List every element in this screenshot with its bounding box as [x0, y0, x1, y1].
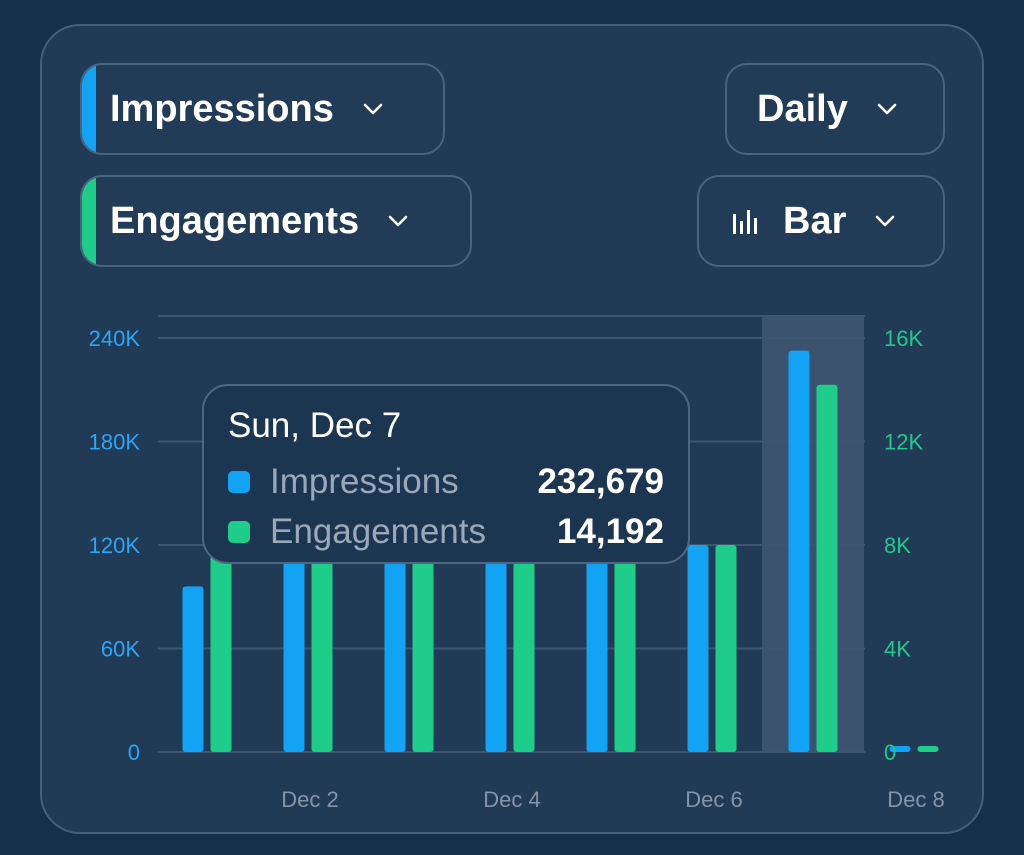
- chart-type-label: Bar: [783, 199, 847, 242]
- chevron-down-icon: [876, 215, 895, 227]
- impressions-bar: [485, 545, 507, 752]
- chevron-down-icon: [363, 103, 383, 115]
- tooltip-impressions-name: Impressions: [270, 462, 459, 501]
- right-axis-tick-label: 4K: [884, 637, 911, 662]
- engagements-color-dot: [228, 521, 250, 543]
- metric1-dropdown[interactable]: Impressions: [80, 63, 445, 155]
- chevron-down-icon: [877, 103, 897, 115]
- right-axis-tick-label: 16K: [884, 326, 923, 351]
- engagements-bar: [412, 545, 434, 752]
- interval-dropdown[interactable]: Daily: [725, 63, 945, 155]
- chevron-down-icon: [388, 215, 408, 227]
- x-axis-tick-label: Dec 2: [281, 787, 338, 812]
- engagements-bar: [311, 545, 333, 752]
- chart-tooltip: Sun, Dec 7 Impressions 232,679 Engagemen…: [202, 384, 690, 564]
- right-axis-tick-label: 0: [884, 740, 896, 765]
- engagements-bar: [614, 545, 636, 752]
- x-axis-tick-label: Dec 4: [483, 787, 540, 812]
- left-axis-tick-label: 60K: [101, 637, 140, 662]
- left-axis-tick-label: 0: [128, 740, 140, 765]
- engagements-bar: [917, 746, 939, 752]
- engagements-bar: [513, 545, 535, 752]
- highlight-band: [762, 316, 864, 752]
- metric2-dropdown[interactable]: Engagements: [80, 175, 472, 267]
- impressions-color-dot: [228, 471, 250, 493]
- metric2-label: Engagements: [110, 199, 360, 242]
- engagements-bar: [816, 384, 838, 752]
- x-axis-tick-label: Dec 6: [685, 787, 742, 812]
- tooltip-engagements-name: Engagements: [270, 512, 486, 551]
- metric1-label: Impressions: [110, 87, 334, 130]
- tooltip-engagements-value: 14,192: [556, 512, 664, 551]
- metric1-color-accent: [82, 65, 96, 153]
- right-axis-tick-label: 12K: [884, 430, 923, 455]
- right-axis-tick-label: 8K: [884, 533, 911, 558]
- left-axis-tick-label: 120K: [89, 533, 141, 558]
- impressions-bar: [687, 545, 709, 752]
- impressions-bar: [384, 545, 406, 752]
- engagements-bar: [210, 545, 232, 752]
- left-axis-tick-label: 180K: [89, 430, 141, 455]
- impressions-bar: [283, 545, 305, 752]
- engagements-bar: [715, 545, 737, 752]
- metric2-color-accent: [82, 177, 96, 265]
- tooltip-row-engagements: Engagements 14,192: [228, 510, 664, 554]
- chart-type-dropdown[interactable]: Bar: [697, 175, 945, 267]
- tooltip-row-impressions: Impressions 232,679: [228, 460, 664, 504]
- x-axis-tick-label: Dec 8: [887, 787, 944, 812]
- impressions-bar: [182, 586, 204, 752]
- impressions-bar: [788, 350, 810, 752]
- tooltip-impressions-value: 232,679: [537, 462, 664, 501]
- interval-label: Daily: [757, 87, 848, 130]
- tooltip-title: Sun, Dec 7: [228, 406, 402, 445]
- impressions-bar: [586, 545, 608, 752]
- impressions-bar: [889, 746, 911, 752]
- left-axis-tick-label: 240K: [89, 326, 141, 351]
- bar-chart-icon: [733, 210, 757, 234]
